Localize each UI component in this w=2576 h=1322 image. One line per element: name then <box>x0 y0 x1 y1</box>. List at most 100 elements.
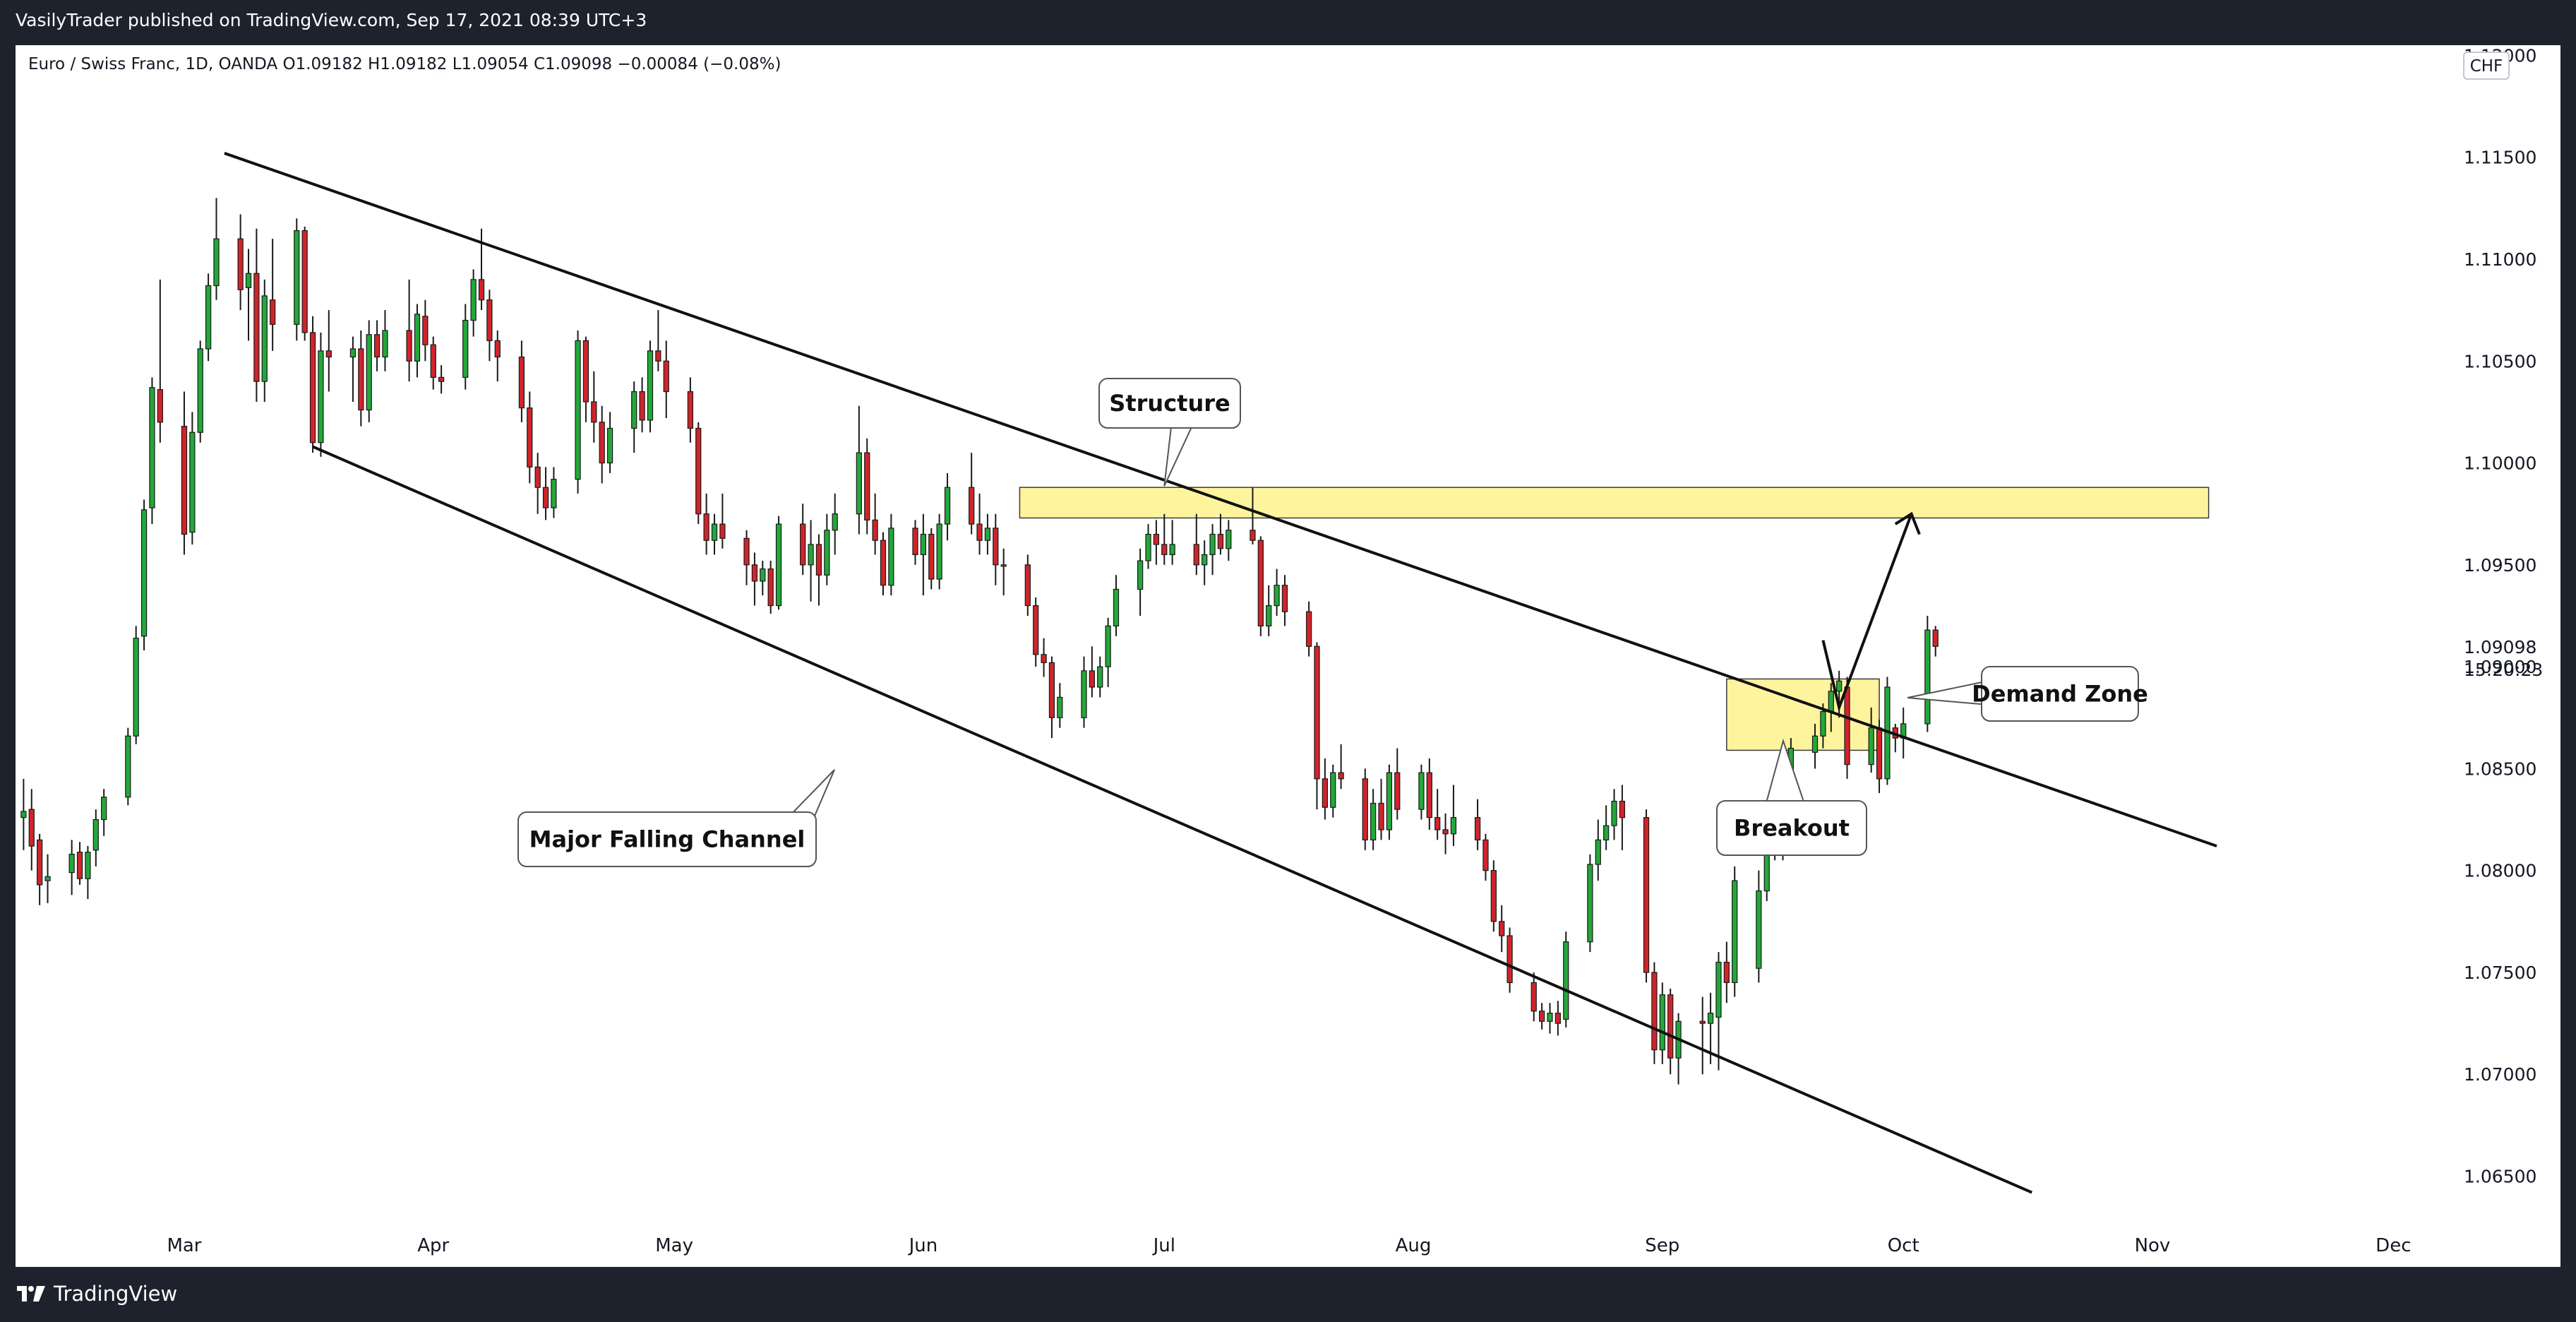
candle-down <box>1699 1020 1706 1024</box>
candle-down <box>542 487 549 508</box>
candle-down <box>534 466 541 488</box>
candle-up <box>197 348 203 433</box>
candle-down <box>1024 564 1031 607</box>
price-axis[interactable]: 1.06500 1.07000 1.07500 1.08000 1.08500 1.090… <box>2463 45 2543 1187</box>
price-tick-label: 1.11000 <box>2464 249 2536 270</box>
candle-down <box>1041 654 1047 663</box>
candle-up <box>213 238 220 287</box>
publisher-bar: VasilyTrader published on TradingView.co… <box>0 0 2576 45</box>
candle-down <box>1932 629 1939 647</box>
candle-up <box>631 391 637 429</box>
candle-up <box>140 509 148 637</box>
last-price-label: 1.09098 <box>2464 637 2536 657</box>
candle-down <box>1499 921 1505 936</box>
price-tick-label: 1.08500 <box>2464 758 2536 779</box>
demand-callout-label: Demand Zone <box>1972 681 2148 708</box>
price-tick-label: 1.10000 <box>2464 453 2536 474</box>
candle-down <box>993 528 999 566</box>
candle-up <box>1274 585 1280 607</box>
candle-down <box>309 332 316 443</box>
time-tick-label: Jul <box>1152 1235 1175 1256</box>
candle-up <box>551 479 557 508</box>
breakout-callout-box <box>1716 800 1867 856</box>
candle-up <box>1828 691 1834 713</box>
candle-down <box>1538 1011 1545 1022</box>
candle-down <box>1378 802 1384 830</box>
candle-up <box>318 350 324 443</box>
time-axis[interactable]: Mar Apr May Jun Jul Aug Sep Oct Nov Dec <box>167 1235 2411 1256</box>
candle-down <box>663 360 669 393</box>
candle-down <box>1322 778 1328 808</box>
price-tick-label: 1.10500 <box>2464 351 2536 371</box>
candle-up <box>149 387 155 508</box>
channel-lower-line <box>312 445 2033 1194</box>
time-tick-label: Oct <box>1888 1235 1919 1256</box>
chart-area[interactable]: Euro / Swiss Franc, 1D, OANDA O1.09182 H… <box>16 45 2560 1267</box>
candle-down <box>1442 829 1449 835</box>
brand-name: TradingView <box>54 1282 178 1306</box>
candle-up <box>1924 629 1931 725</box>
candle-up <box>1169 544 1175 556</box>
candle-up <box>1595 839 1601 865</box>
candle-down <box>1490 870 1497 922</box>
candle-up <box>1226 530 1232 549</box>
candle-up <box>1547 1013 1553 1022</box>
candle-down <box>928 533 935 580</box>
candle-up <box>1732 880 1738 983</box>
candle-up <box>261 295 268 382</box>
candle-up <box>888 528 894 586</box>
candle-down <box>655 350 661 362</box>
candle-down <box>800 523 806 566</box>
candle-up <box>414 314 421 362</box>
candle-down <box>695 427 702 515</box>
candle-down <box>743 537 750 566</box>
time-tick-label: Mar <box>167 1235 201 1256</box>
candle-up <box>984 528 991 541</box>
candle-down <box>1161 544 1168 556</box>
candle-up <box>1611 800 1617 826</box>
candle-down <box>815 544 822 576</box>
time-tick-label: May <box>655 1235 693 1256</box>
candle-up <box>647 350 654 421</box>
candle-up <box>760 568 766 582</box>
candle-down <box>1305 611 1312 647</box>
candle-up <box>20 811 27 818</box>
breakout-callout-label: Breakout <box>1734 815 1850 842</box>
candle-up <box>470 279 477 321</box>
candle-up <box>1113 588 1120 627</box>
candle-down <box>486 299 493 342</box>
candle-down <box>1844 686 1850 766</box>
time-tick-label: Apr <box>417 1235 449 1256</box>
price-tick-label: 1.11500 <box>2464 148 2536 168</box>
chart-background <box>16 45 2560 1267</box>
candle-up <box>1715 961 1722 1018</box>
candle-up <box>808 544 814 566</box>
candle-up <box>1370 802 1377 840</box>
candle-up <box>85 852 91 879</box>
candle-down <box>1434 817 1441 830</box>
footer-bar: TradingView <box>0 1267 2576 1322</box>
candle-up <box>125 735 131 798</box>
candle-down <box>1667 994 1674 1059</box>
candle-down <box>1554 1013 1561 1024</box>
candle-up <box>462 319 469 378</box>
price-tick-label: 1.09500 <box>2464 555 2536 576</box>
candle-up <box>294 230 300 325</box>
candle-down <box>1530 982 1537 1012</box>
candle-up <box>205 285 212 350</box>
tradingview-logo[interactable]: TradingView <box>16 1281 177 1306</box>
price-chart[interactable]: Euro / Swiss Franc, 1D, OANDA O1.09182 H… <box>16 45 2560 1267</box>
candle-down <box>599 422 605 464</box>
candle-down <box>1482 839 1489 871</box>
candle-down <box>751 564 758 582</box>
candle-down <box>37 839 43 886</box>
candle-up <box>936 523 942 580</box>
annotations-layer <box>224 152 2217 1194</box>
candle-down <box>1257 540 1264 627</box>
demand-zone <box>1726 678 1880 751</box>
candle-down <box>976 523 983 541</box>
zones-layer <box>1019 487 2210 751</box>
time-tick-label: Nov <box>2135 1235 2171 1256</box>
candle-down <box>1619 800 1626 818</box>
candle-up <box>1137 560 1144 590</box>
